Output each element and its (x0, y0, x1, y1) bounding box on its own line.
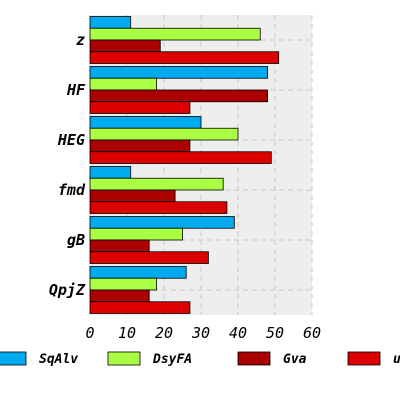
bar (90, 240, 149, 252)
x-tick-label: 30 (191, 324, 210, 342)
bar (90, 28, 260, 40)
x-tick-label: 50 (266, 324, 284, 342)
bar (90, 17, 131, 29)
x-tick-label: 20 (155, 324, 173, 342)
legend-label: SqAlv (39, 352, 78, 367)
bar (90, 217, 234, 229)
bar (90, 302, 190, 314)
bar (90, 252, 208, 264)
legend-swatch (348, 352, 380, 365)
category-label: HF (66, 81, 86, 99)
bar (90, 278, 157, 290)
legend: SqAlv DsyFA Gva u (0, 352, 400, 367)
bar (90, 128, 238, 140)
bar (90, 40, 160, 52)
legend-label: Gva (283, 352, 307, 367)
legend-label: DsyFA (152, 352, 192, 367)
bar (90, 178, 223, 190)
x-tick-label: 40 (229, 324, 247, 342)
legend-swatch (0, 352, 26, 365)
bar (90, 267, 186, 279)
bar (90, 190, 175, 202)
category-label: HEG (57, 131, 85, 149)
legend-swatch (108, 352, 140, 365)
legend-swatch (238, 352, 270, 365)
bar (90, 67, 268, 79)
legend-label: u (393, 352, 400, 367)
bar (90, 167, 131, 179)
bar (90, 52, 279, 64)
category-label: gB (67, 231, 85, 249)
bar (90, 78, 157, 90)
category-label: z (76, 31, 85, 49)
bar (90, 90, 268, 102)
x-tick-label: 10 (118, 324, 136, 342)
category-labels: z HF HEG fmd gB QpjZ (49, 31, 86, 299)
x-tick-label: 0 (85, 324, 94, 342)
bar (90, 117, 201, 129)
category-label: QpjZ (49, 281, 86, 299)
bar (90, 152, 271, 164)
bar (90, 102, 190, 114)
category-label: fmd (58, 181, 86, 199)
bar (90, 228, 183, 240)
bar (90, 202, 227, 214)
bar (90, 290, 149, 302)
bar (90, 140, 190, 152)
x-tick-label: 60 (303, 324, 321, 342)
x-tick-labels: 0 10 20 30 40 50 60 (85, 324, 321, 342)
